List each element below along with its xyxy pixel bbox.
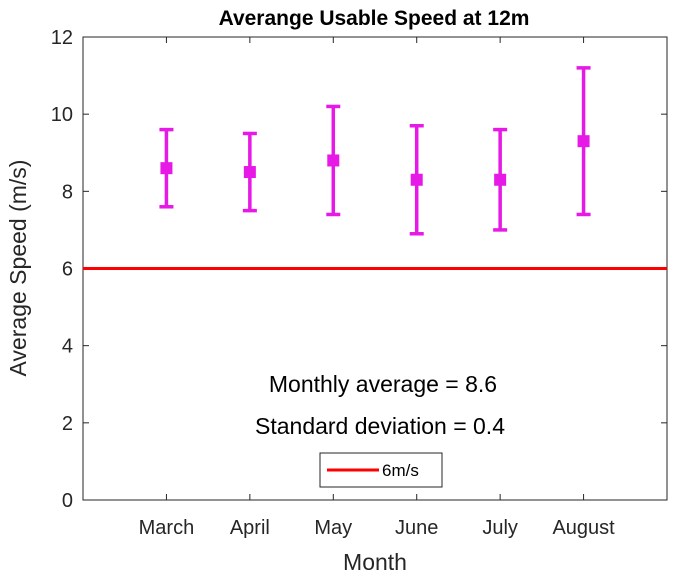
- y-axis-label: Average Speed (m/s): [5, 160, 31, 377]
- annotation-standard-deviation: Standard deviation = 0.4: [255, 413, 505, 439]
- y-tick-label: 10: [51, 104, 73, 126]
- data-point-marker: [243, 166, 256, 179]
- x-tick-label: August: [552, 517, 615, 539]
- data-point-marker: [577, 135, 590, 148]
- error-bar-march: [159, 127, 174, 209]
- y-tick-label: 12: [51, 27, 73, 49]
- chart-title: Averange Usable Speed at 12m: [219, 7, 530, 30]
- legend-entry-label: 6m/s: [382, 461, 419, 480]
- error-bar-may: [326, 104, 341, 217]
- x-tick-label: March: [139, 517, 195, 539]
- x-tick-label: May: [314, 517, 352, 539]
- error-bar-june: [409, 123, 424, 236]
- data-point-marker: [160, 162, 173, 175]
- y-tick-label: 6: [62, 259, 73, 281]
- y-tick-label: 0: [62, 490, 73, 512]
- error-bar-august: [576, 66, 591, 217]
- legend: 6m/s: [319, 452, 443, 488]
- x-tick-label: April: [230, 517, 270, 539]
- annotation-monthly-average: Monthly average = 8.6: [269, 371, 497, 397]
- data-point-marker: [410, 173, 423, 186]
- data-point-marker: [327, 154, 340, 167]
- x-tick-label: July: [482, 517, 518, 539]
- error-bar-april: [242, 131, 257, 213]
- x-axis: March April May June July August: [139, 37, 615, 539]
- y-tick-label: 8: [62, 181, 73, 203]
- x-axis-label: Month: [343, 549, 407, 575]
- data-point-marker: [494, 173, 507, 186]
- error-bar-july: [493, 127, 508, 232]
- y-tick-label: 2: [62, 413, 73, 435]
- x-tick-label: June: [395, 517, 438, 539]
- y-tick-label: 4: [62, 336, 73, 358]
- error-bars: [159, 66, 591, 236]
